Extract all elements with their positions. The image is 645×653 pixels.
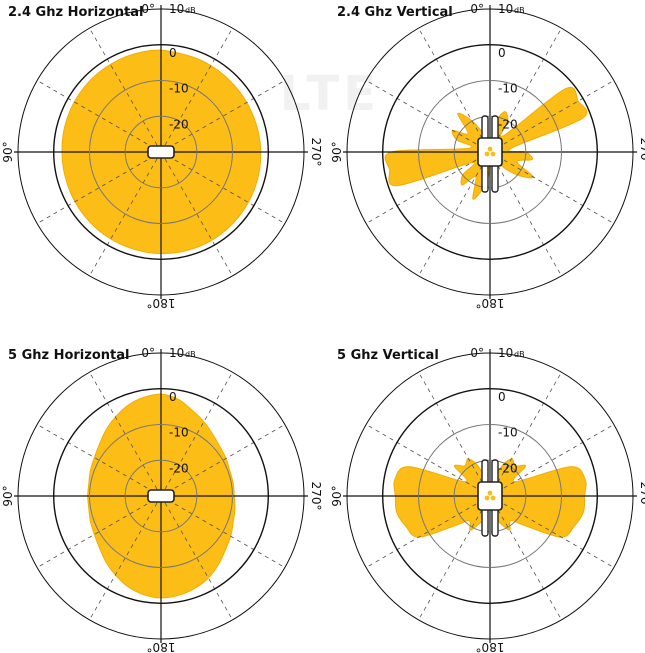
router-icon — [147, 145, 175, 159]
ring-label: 0 — [169, 390, 177, 404]
router-logo-dot — [484, 151, 490, 157]
angle-label-top: 0° — [470, 346, 484, 360]
ring-label: -10 — [498, 82, 518, 96]
ring-unit: dB — [514, 6, 525, 15]
watermark-text: LTE — [280, 66, 380, 122]
angle-label-right: 270° — [309, 138, 323, 167]
angle-label-top: 0° — [141, 346, 155, 360]
ring-label: -10 — [498, 426, 518, 440]
grid-ring — [346, 352, 634, 640]
grid-ring — [89, 80, 233, 224]
router-logo-dot — [487, 490, 493, 496]
angle-label-right: 270° — [309, 482, 323, 511]
angle-label-top: 0° — [470, 2, 484, 16]
polar-chart-3: 5 Ghz Horizontal 10 dB 0 -10 -20 0° 90° 270° 180° — [1, 346, 323, 653]
grid-ring — [382, 388, 599, 605]
chart-title: 5 Ghz Vertical — [337, 348, 439, 363]
ring-label: -10 — [169, 82, 189, 96]
ring-label: 0 — [498, 46, 506, 60]
grid-ring — [52, 43, 270, 261]
chart-title: 2.4 Ghz Vertical — [337, 5, 453, 20]
angle-label-right: 270° — [638, 482, 645, 511]
grid-ring — [17, 352, 305, 640]
ring-label: 0 — [498, 390, 506, 404]
angle-label-bottom: 180° — [147, 640, 176, 653]
angle-label-bottom: 180° — [147, 296, 176, 310]
polar-chart-4: 5 Ghz Vertical 10 dB 0 -10 -20 0° 90° 270° 180° — [330, 346, 645, 653]
router-body — [477, 137, 503, 167]
chart-title: 2.4 Ghz Horizontal — [8, 5, 143, 20]
ring-label: 10 — [169, 2, 184, 16]
angle-label-bottom: 180° — [476, 640, 505, 653]
angle-label-left: 90° — [330, 141, 344, 162]
grid-ring — [89, 424, 233, 568]
angle-label-bottom: 180° — [476, 296, 505, 310]
ring-label: 10 — [498, 346, 513, 360]
angle-label-top: 0° — [141, 2, 155, 16]
polar-chart-1: 2.4 Ghz Horizontal 10 dB 0 -10 -20 0° 90° 270° 18… — [1, 2, 323, 310]
router-icon — [477, 459, 503, 537]
angle-label-left: 90° — [330, 485, 344, 506]
router-logo-dot — [484, 495, 490, 501]
router-icon — [477, 115, 503, 193]
ring-label: -20 — [498, 117, 518, 131]
ring-label: 0 — [169, 46, 177, 60]
grid-ring — [453, 115, 527, 189]
polar-chart-2: 2.4 Ghz Vertical 10 dB 0 -10 -20 0° 90° 270° 180° — [330, 2, 645, 310]
grid-ring — [346, 8, 634, 296]
ring-unit: dB — [185, 6, 196, 15]
ring-label: -20 — [169, 461, 189, 475]
router-logo-dot — [490, 495, 496, 501]
grid-ring — [453, 459, 527, 533]
ring-unit: dB — [185, 350, 196, 359]
ring-label: -20 — [498, 461, 518, 475]
angle-label-left: 90° — [1, 485, 15, 506]
grid-ring — [418, 80, 562, 224]
ring-unit: dB — [514, 350, 525, 359]
chart-title: 5 Ghz Horizontal — [8, 348, 129, 363]
router-icon — [147, 489, 175, 503]
ring-label: 10 — [498, 2, 513, 16]
angle-label-left: 90° — [1, 141, 15, 162]
grid-ring — [17, 8, 305, 296]
grid-ring — [124, 115, 198, 189]
ring-label: 10 — [169, 346, 184, 360]
router-body — [477, 481, 503, 511]
router-logo-dot — [490, 151, 496, 157]
grid-ring — [124, 459, 198, 533]
grid-ring — [418, 424, 562, 568]
ring-label: -10 — [169, 426, 189, 440]
grid-ring — [52, 388, 270, 605]
angle-label-right: 270° — [638, 138, 645, 167]
router-logo-dot — [487, 146, 493, 152]
ring-label: -20 — [169, 117, 189, 131]
grid-ring — [382, 43, 599, 261]
